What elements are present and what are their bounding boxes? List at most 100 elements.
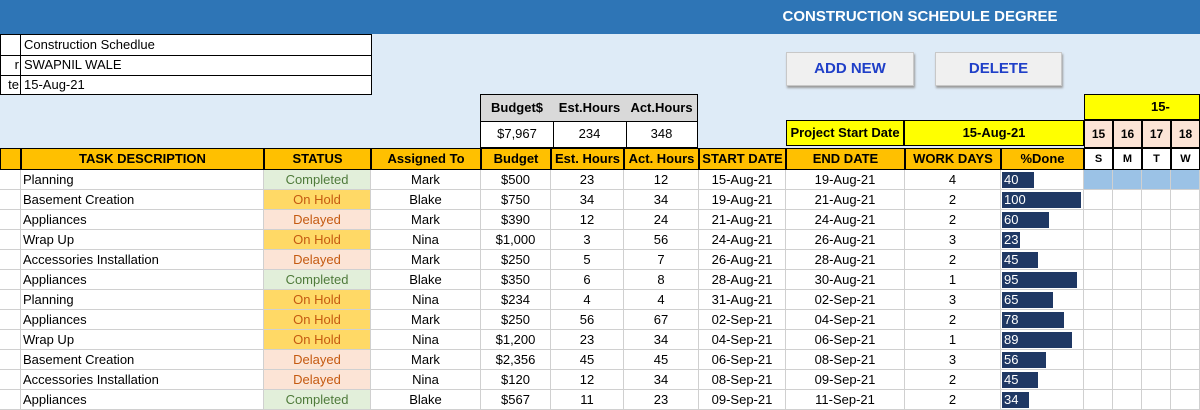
start-date-cell[interactable]: 02-Sep-21 xyxy=(699,310,786,330)
budget-cell[interactable]: $2,356 xyxy=(481,350,551,370)
budget-cell[interactable]: $250 xyxy=(481,310,551,330)
assigned-to-cell[interactable]: Nina xyxy=(371,330,481,350)
project-name-value[interactable]: Construction Schedlue xyxy=(24,37,155,52)
start-date-cell[interactable]: 24-Aug-21 xyxy=(699,230,786,250)
task-description-cell[interactable]: Basement Creation xyxy=(21,350,264,370)
percent-done-cell[interactable]: 23 xyxy=(1001,230,1084,250)
act-hours-cell[interactable]: 34 xyxy=(624,190,699,210)
budget-cell[interactable]: $1,000 xyxy=(481,230,551,250)
end-date-cell[interactable]: 09-Sep-21 xyxy=(786,370,905,390)
budget-cell[interactable]: $390 xyxy=(481,210,551,230)
est-hours-cell[interactable]: 5 xyxy=(551,250,624,270)
start-date-cell[interactable]: 26-Aug-21 xyxy=(699,250,786,270)
budget-cell[interactable]: $250 xyxy=(481,250,551,270)
end-date-cell[interactable]: 02-Sep-21 xyxy=(786,290,905,310)
assigned-to-cell[interactable]: Mark xyxy=(371,350,481,370)
start-date-cell[interactable]: 31-Aug-21 xyxy=(699,290,786,310)
project-manager-value[interactable]: SWAPNIL WALE xyxy=(24,57,122,72)
start-date-cell[interactable]: 19-Aug-21 xyxy=(699,190,786,210)
est-hours-cell[interactable]: 23 xyxy=(551,330,624,350)
start-date-cell[interactable]: 28-Aug-21 xyxy=(699,270,786,290)
end-date-cell[interactable]: 08-Sep-21 xyxy=(786,350,905,370)
assigned-to-cell[interactable]: Blake xyxy=(371,190,481,210)
percent-done-cell[interactable]: 95 xyxy=(1001,270,1084,290)
end-date-cell[interactable]: 28-Aug-21 xyxy=(786,250,905,270)
status-cell[interactable]: On Hold xyxy=(264,310,371,330)
est-hours-cell[interactable]: 34 xyxy=(551,190,624,210)
assigned-to-cell[interactable]: Mark xyxy=(371,170,481,190)
end-date-cell[interactable]: 30-Aug-21 xyxy=(786,270,905,290)
budget-cell[interactable]: $567 xyxy=(481,390,551,410)
status-cell[interactable]: Completed xyxy=(264,270,371,290)
task-description-cell[interactable]: Basement Creation xyxy=(21,190,264,210)
assigned-to-cell[interactable]: Mark xyxy=(371,310,481,330)
act-hours-cell[interactable]: 34 xyxy=(624,370,699,390)
start-date-cell[interactable]: 04-Sep-21 xyxy=(699,330,786,350)
status-cell[interactable]: Delayed xyxy=(264,250,371,270)
status-cell[interactable]: Completed xyxy=(264,390,371,410)
start-date-cell[interactable]: 15-Aug-21 xyxy=(699,170,786,190)
budget-cell[interactable]: $1,200 xyxy=(481,330,551,350)
end-date-cell[interactable]: 21-Aug-21 xyxy=(786,190,905,210)
end-date-cell[interactable]: 06-Sep-21 xyxy=(786,330,905,350)
percent-done-cell[interactable]: 65 xyxy=(1001,290,1084,310)
budget-cell[interactable]: $500 xyxy=(481,170,551,190)
status-cell[interactable]: On Hold xyxy=(264,230,371,250)
end-date-cell[interactable]: 04-Sep-21 xyxy=(786,310,905,330)
task-description-cell[interactable]: Appliances xyxy=(21,270,264,290)
task-description-cell[interactable]: Appliances xyxy=(21,390,264,410)
task-description-cell[interactable]: Accessories Installation xyxy=(21,250,264,270)
status-cell[interactable]: On Hold xyxy=(264,330,371,350)
est-hours-cell[interactable]: 12 xyxy=(551,210,624,230)
work-days-cell[interactable]: 3 xyxy=(905,290,1001,310)
assigned-to-cell[interactable]: Nina xyxy=(371,370,481,390)
status-cell[interactable]: On Hold xyxy=(264,190,371,210)
act-hours-cell[interactable]: 4 xyxy=(624,290,699,310)
budget-cell[interactable]: $350 xyxy=(481,270,551,290)
budget-cell[interactable]: $120 xyxy=(481,370,551,390)
end-date-cell[interactable]: 24-Aug-21 xyxy=(786,210,905,230)
budget-cell[interactable]: $750 xyxy=(481,190,551,210)
work-days-cell[interactable]: 2 xyxy=(905,250,1001,270)
end-date-cell[interactable]: 19-Aug-21 xyxy=(786,170,905,190)
project-start-value[interactable]: 15-Aug-21 xyxy=(904,120,1084,146)
task-description-cell[interactable]: Accessories Installation xyxy=(21,370,264,390)
task-description-cell[interactable]: Appliances xyxy=(21,210,264,230)
start-date-cell[interactable]: 06-Sep-21 xyxy=(699,350,786,370)
act-hours-cell[interactable]: 24 xyxy=(624,210,699,230)
end-date-cell[interactable]: 11-Sep-21 xyxy=(786,390,905,410)
percent-done-cell[interactable]: 60 xyxy=(1001,210,1084,230)
work-days-cell[interactable]: 2 xyxy=(905,370,1001,390)
task-description-cell[interactable]: Planning xyxy=(21,290,264,310)
status-cell[interactable]: Delayed xyxy=(264,350,371,370)
act-hours-cell[interactable]: 7 xyxy=(624,250,699,270)
project-date-value[interactable]: 15-Aug-21 xyxy=(24,77,85,92)
act-hours-cell[interactable]: 67 xyxy=(624,310,699,330)
percent-done-cell[interactable]: 40 xyxy=(1001,170,1084,190)
work-days-cell[interactable]: 2 xyxy=(905,210,1001,230)
assigned-to-cell[interactable]: Mark xyxy=(371,210,481,230)
start-date-cell[interactable]: 08-Sep-21 xyxy=(699,370,786,390)
est-hours-cell[interactable]: 6 xyxy=(551,270,624,290)
work-days-cell[interactable]: 4 xyxy=(905,170,1001,190)
percent-done-cell[interactable]: 78 xyxy=(1001,310,1084,330)
work-days-cell[interactable]: 1 xyxy=(905,330,1001,350)
status-cell[interactable]: On Hold xyxy=(264,290,371,310)
status-cell[interactable]: Delayed xyxy=(264,370,371,390)
percent-done-cell[interactable]: 100 xyxy=(1001,190,1084,210)
task-description-cell[interactable]: Wrap Up xyxy=(21,330,264,350)
est-hours-cell[interactable]: 4 xyxy=(551,290,624,310)
end-date-cell[interactable]: 26-Aug-21 xyxy=(786,230,905,250)
task-description-cell[interactable]: Appliances xyxy=(21,310,264,330)
assigned-to-cell[interactable]: Mark xyxy=(371,250,481,270)
budget-cell[interactable]: $234 xyxy=(481,290,551,310)
percent-done-cell[interactable]: 89 xyxy=(1001,330,1084,350)
percent-done-cell[interactable]: 34 xyxy=(1001,390,1084,410)
assigned-to-cell[interactable]: Blake xyxy=(371,390,481,410)
work-days-cell[interactable]: 3 xyxy=(905,230,1001,250)
add-new-button[interactable]: ADD NEW xyxy=(786,52,914,86)
percent-done-cell[interactable]: 45 xyxy=(1001,250,1084,270)
work-days-cell[interactable]: 3 xyxy=(905,350,1001,370)
est-hours-cell[interactable]: 56 xyxy=(551,310,624,330)
assigned-to-cell[interactable]: Nina xyxy=(371,230,481,250)
